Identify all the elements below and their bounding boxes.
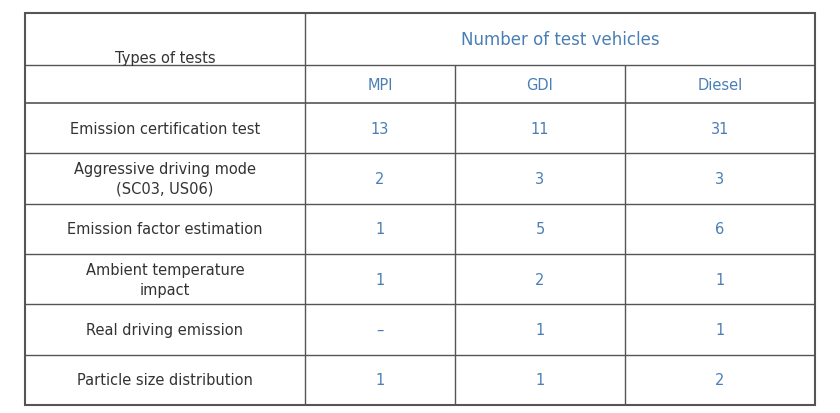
Text: 3: 3 [716, 171, 725, 187]
Text: Types of tests: Types of tests [115, 51, 215, 66]
Text: 1: 1 [375, 272, 385, 287]
Text: GDI: GDI [527, 77, 554, 92]
Text: 1: 1 [375, 373, 385, 387]
Text: 1: 1 [535, 322, 544, 337]
Text: Emission certification test: Emission certification test [70, 121, 260, 136]
Text: 1: 1 [375, 222, 385, 237]
Text: Diesel: Diesel [697, 77, 743, 92]
Text: –: – [376, 322, 384, 337]
Text: Particle size distribution: Particle size distribution [77, 373, 253, 387]
Text: 2: 2 [535, 272, 544, 287]
Text: 11: 11 [531, 121, 549, 136]
Text: 6: 6 [716, 222, 725, 237]
Text: MPI: MPI [367, 77, 393, 92]
Text: 3: 3 [535, 171, 544, 187]
Text: 13: 13 [370, 121, 389, 136]
Text: 1: 1 [716, 272, 725, 287]
Text: 5: 5 [535, 222, 544, 237]
Text: 1: 1 [535, 373, 544, 387]
Text: Ambient temperature
impact: Ambient temperature impact [86, 262, 244, 297]
Text: Real driving emission: Real driving emission [87, 322, 244, 337]
Text: Aggressive driving mode
(SC03, US06): Aggressive driving mode (SC03, US06) [74, 162, 256, 197]
Text: Emission factor estimation: Emission factor estimation [67, 222, 263, 237]
Text: 2: 2 [716, 373, 725, 387]
Text: Number of test vehicles: Number of test vehicles [460, 31, 659, 49]
Text: 1: 1 [716, 322, 725, 337]
Text: 31: 31 [711, 121, 729, 136]
Text: 2: 2 [375, 171, 385, 187]
